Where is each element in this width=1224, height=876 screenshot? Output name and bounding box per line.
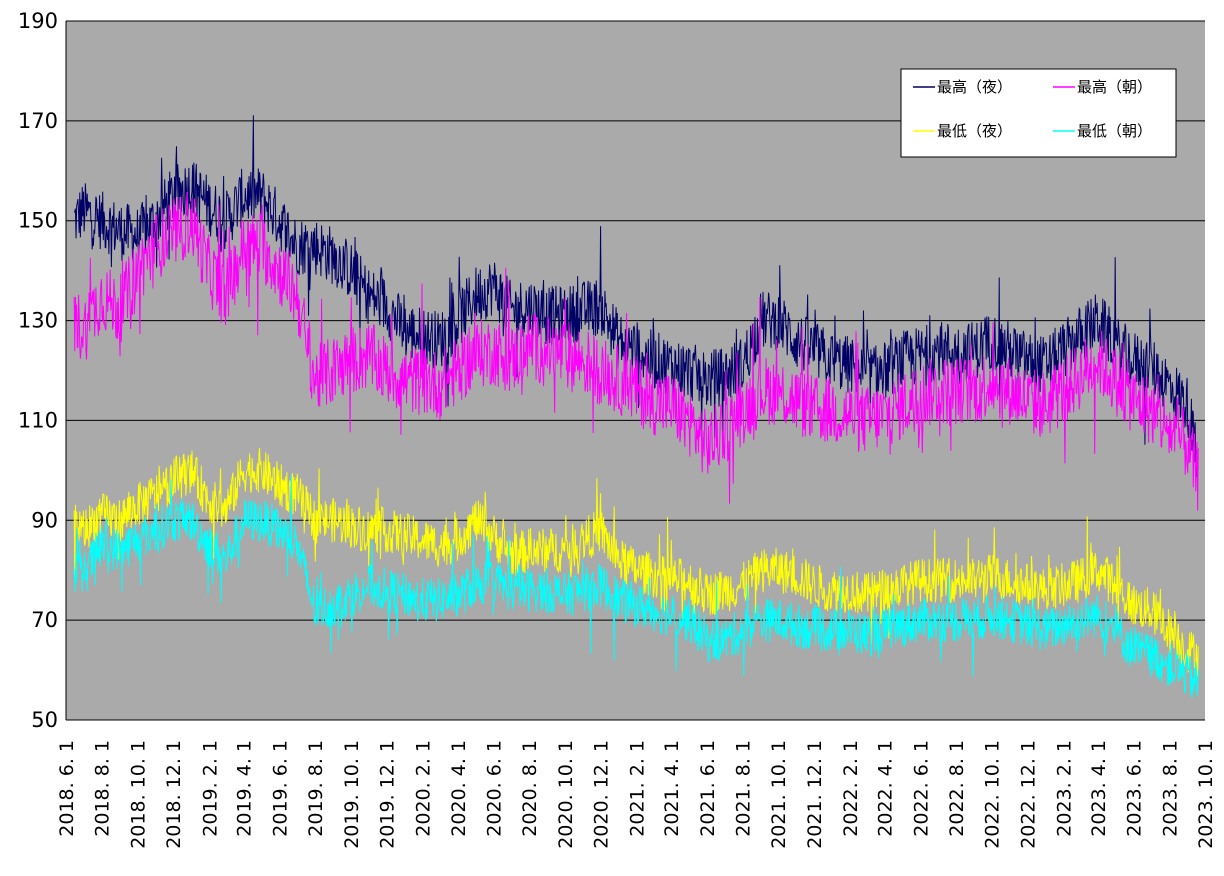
- y-tick-label: 130: [18, 309, 58, 333]
- y-tick-label: 150: [18, 209, 58, 233]
- y-tick-labels: 50 70 90 110 130 150 170 190: [18, 9, 58, 732]
- x-tick-label: 2021. 6. 1: [697, 740, 719, 837]
- series-line-4: [73, 475, 1199, 699]
- legend-label: 最低（朝）: [1077, 122, 1152, 140]
- y-tick-label: 170: [18, 109, 58, 133]
- x-tick-label: 2020. 2. 1: [413, 740, 435, 837]
- x-tick-label: 2019. 4. 1: [234, 740, 256, 837]
- x-tick-label: 2019. 2. 1: [199, 740, 221, 837]
- legend-box: [900, 68, 1177, 158]
- x-tick-label: 2022. 4. 1: [875, 740, 897, 837]
- x-tick-label: 2019. 6. 1: [269, 740, 291, 837]
- legend-label: 最高（朝）: [1077, 78, 1152, 96]
- x-tick-label: 2022. 2. 1: [840, 740, 862, 837]
- x-tick-label: 2019. 12. 1: [376, 740, 398, 849]
- x-tick-label: 2018. 10. 1: [127, 740, 149, 849]
- series-line-3: [73, 447, 1199, 677]
- y-tick-label: 50: [31, 708, 58, 732]
- x-tick-label: 2020. 6. 1: [483, 740, 505, 837]
- x-tick-label: 2023. 6. 1: [1124, 740, 1146, 837]
- y-tick-label: 190: [18, 9, 58, 33]
- x-tick-label: 2021. 12. 1: [804, 740, 826, 849]
- x-tick-label: 2020. 10. 1: [555, 740, 577, 849]
- series-line-2: [73, 191, 1199, 511]
- x-tick-label: 2018. 8. 1: [92, 740, 114, 837]
- x-tick-label: 2018. 6. 1: [56, 740, 78, 837]
- x-tick-label: 2021. 2. 1: [627, 740, 649, 837]
- x-tick-label: 2019. 10. 1: [341, 740, 363, 849]
- x-tick-label: 2023. 2. 1: [1054, 740, 1076, 837]
- legend: 最高（夜） 最高（朝） 最低（夜） 最低（朝）: [900, 68, 1177, 158]
- y-tick-label: 70: [31, 608, 58, 632]
- x-tick-label: 2020. 4. 1: [448, 740, 470, 837]
- x-tick-label: 2022. 10. 1: [982, 740, 1004, 849]
- legend-label: 最高（夜）: [937, 78, 1012, 96]
- x-tick-label: 2022. 6. 1: [910, 740, 932, 837]
- y-tick-label: 90: [31, 508, 58, 532]
- y-tick-label: 110: [18, 408, 58, 432]
- x-tick-label: 2020. 12. 1: [590, 740, 612, 849]
- x-tick-label: 2018. 12. 1: [163, 740, 185, 849]
- x-tick-label: 2023. 10. 1: [1195, 740, 1217, 849]
- x-tick-labels: 2018. 6. 1 2018. 8. 1 2018. 10. 1 2018. 12.…: [56, 740, 1217, 849]
- x-tick-label: 2021. 8. 1: [733, 740, 755, 837]
- x-tick-label: 2021. 4. 1: [661, 740, 683, 837]
- x-tick-label: 2019. 8. 1: [305, 740, 327, 837]
- x-tick-label: 2023. 8. 1: [1159, 740, 1181, 837]
- x-tick-label: 2021. 10. 1: [768, 740, 790, 849]
- x-tick-label: 2022. 12. 1: [1017, 740, 1039, 849]
- series-layer: [73, 115, 1199, 699]
- x-tick-label: 2020. 8. 1: [519, 740, 541, 837]
- x-tick-label: 2023. 4. 1: [1088, 740, 1110, 837]
- legend-label: 最低（夜）: [937, 122, 1012, 140]
- x-tick-label: 2022. 8. 1: [946, 740, 968, 837]
- axes: [65, 21, 1205, 721]
